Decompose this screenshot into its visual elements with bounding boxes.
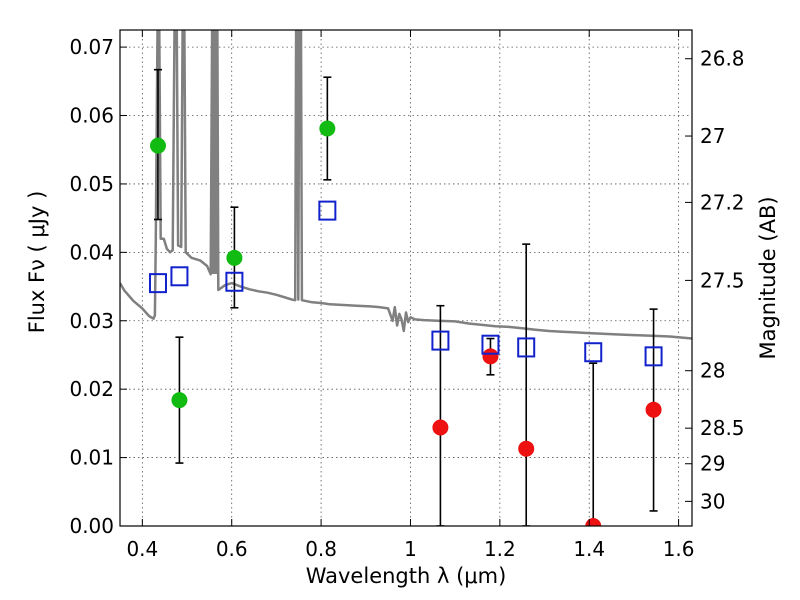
plot-frame: [119, 29, 693, 527]
y-tick-label: 0.04: [69, 240, 114, 264]
blue-model-square: [148, 273, 167, 294]
right-tick-label: 27.5: [700, 268, 745, 292]
y-axis-label: Flux Fν ( μJy ): [25, 191, 49, 334]
right-tick-label: 27.2: [700, 190, 745, 214]
green-data-point: [149, 137, 166, 154]
right-tick-label: 27: [700, 124, 725, 148]
right-tick-label: 26.8: [700, 47, 745, 71]
right-tick-label: 28: [700, 359, 725, 383]
blue-model-square: [517, 337, 536, 358]
red-data-point: [645, 401, 662, 418]
right-tick-label: 29: [700, 452, 725, 476]
green-data-point: [171, 392, 188, 409]
y-tick-label: 0.01: [69, 446, 114, 470]
plot-area: [120, 30, 692, 526]
axis-ticks: [120, 30, 692, 527]
green-data-point: [226, 249, 243, 266]
blue-model-square: [170, 266, 189, 287]
red-data-point: [482, 348, 499, 365]
x-tick-label: 0.4: [126, 537, 158, 561]
blue-model-square: [481, 334, 500, 355]
red-data-point: [432, 419, 449, 436]
y-tick-label: 0.05: [69, 172, 114, 196]
y-tick-label: 0.00: [69, 514, 114, 538]
right-tick-label: 30: [700, 489, 725, 513]
tick-labels: 0.4 0.6 0.8 1 1.2 1.4 1.6 0.00 0.01 0.02 0.03 0.04 0…: [69, 35, 744, 561]
green-data-point: [319, 120, 336, 137]
x-tick-label: 1: [404, 537, 417, 561]
y-tick-label: 0.07: [69, 35, 114, 59]
x-tick-label: 0.6: [216, 537, 248, 561]
y-tick-label: 0.06: [69, 104, 114, 128]
y-tick-label: 0.03: [69, 309, 114, 333]
x-tick-label: 1.6: [663, 537, 695, 561]
blue-model-square: [584, 342, 603, 363]
right-axis-label: Magnitude (AB): [756, 196, 780, 359]
blue-model-square: [318, 200, 337, 221]
model-spectrum-line: [120, 30, 692, 340]
x-tick-label: 0.8: [305, 537, 337, 561]
blue-model-square: [644, 346, 663, 367]
red-data-point: [518, 440, 535, 457]
right-tick-label: 28.5: [700, 416, 745, 440]
blue-model-square: [431, 330, 450, 351]
x-tick-label: 1.2: [484, 537, 516, 561]
x-tick-label: 1.4: [573, 537, 605, 561]
x-axis-label: Wavelength λ (μm): [306, 564, 507, 588]
y-tick-label: 0.02: [69, 377, 114, 401]
blue-model-square: [225, 271, 244, 292]
